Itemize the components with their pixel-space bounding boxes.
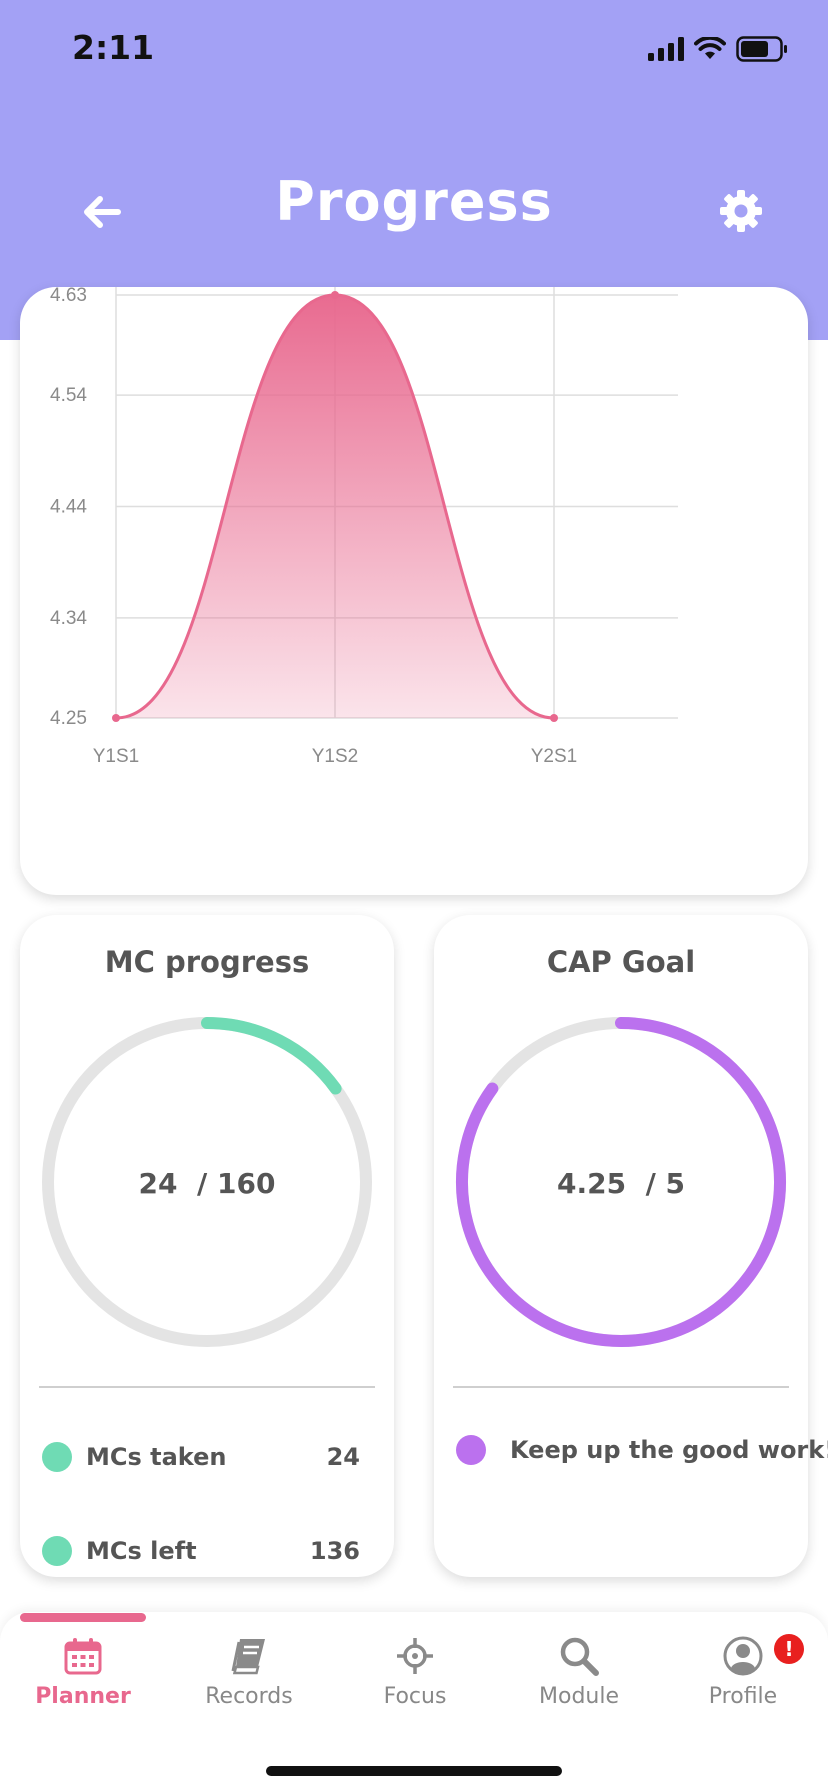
crosshair-icon <box>397 1638 433 1674</box>
legend-value: 136 <box>309 1537 360 1565</box>
cap-goal-card: CAP Goal 4.25 / 5 Keep up the good work! <box>434 915 828 1577</box>
status-bar: 2:11 <box>0 0 828 100</box>
calendar-icon <box>64 1638 102 1675</box>
tab-label: Module <box>539 1684 619 1709</box>
mc-taken-value: 24 <box>138 1167 178 1200</box>
mc-progress-arc <box>201 1017 342 1095</box>
back-button[interactable] <box>80 190 124 234</box>
settings-button[interactable] <box>718 188 764 234</box>
header-background <box>0 0 828 340</box>
mc-divider <box>39 1386 375 1388</box>
legend-row-mcs-left: MCs left 136 <box>42 1531 360 1571</box>
notification-badge: ! <box>774 1634 804 1664</box>
mc-total-value: / 160 <box>197 1167 276 1200</box>
cap-message: Keep up the good work! <box>510 1436 828 1464</box>
tab-records[interactable]: Records <box>166 1636 332 1726</box>
legend-label: MCs left <box>86 1537 197 1565</box>
status-icons <box>648 34 788 64</box>
tab-planner[interactable]: Planner <box>0 1636 166 1726</box>
y-tick-label: 4.25 <box>50 708 87 729</box>
chart-area-fill <box>116 295 554 718</box>
y-tick-label: 4.54 <box>50 385 87 406</box>
x-tick-label: Y1S1 <box>93 746 139 767</box>
mcs-left-dot <box>42 1536 72 1566</box>
cap-goal-title: CAP Goal <box>546 945 696 979</box>
arrow-left-icon <box>84 196 121 228</box>
legend-row-mcs-taken: MCs taken 24 <box>42 1437 360 1477</box>
tab-label: Focus <box>383 1684 447 1709</box>
cap-message-dot <box>456 1435 486 1465</box>
home-indicator <box>266 1766 562 1776</box>
cap-goal-value: 4.25 / 5 <box>434 1167 808 1200</box>
cap-goal-ring <box>456 1017 786 1347</box>
mc-progress-value: 24 / 160 <box>20 1167 394 1200</box>
x-tick-label: Y1S2 <box>312 746 358 767</box>
y-tick-label: 4.44 <box>50 497 87 518</box>
cap-goal-arc <box>456 1017 786 1347</box>
legend-label: MCs taken <box>86 1443 227 1471</box>
tab-label: Planner <box>35 1684 131 1709</box>
x-tick-label: Y2S1 <box>531 746 577 767</box>
y-tick-label: 4.63 <box>50 287 87 306</box>
mc-progress-card: MC progress 24 / 160 MCs taken 24 MCs le… <box>20 915 394 1577</box>
chart-data-point <box>331 291 339 299</box>
tab-profile[interactable]: Profile <box>660 1636 826 1726</box>
wifi-icon <box>694 37 726 59</box>
y-tick-label: 4.34 <box>50 608 87 629</box>
user-icon <box>723 1636 763 1676</box>
gear-icon <box>720 190 762 232</box>
battery-icon <box>736 36 787 62</box>
progress-chart: 4.25 4.34 4.44 4.54 4.63 Y1S1 Y1S2 Y2S1 <box>50 267 678 767</box>
page-title: Progress <box>275 170 553 233</box>
chart-data-point <box>550 714 558 722</box>
book-icon <box>231 1639 265 1675</box>
status-time: 2:11 <box>72 28 155 67</box>
cap-divider <box>453 1386 789 1388</box>
legend-value: 24 <box>326 1443 360 1471</box>
cap-goal-total: / 5 <box>645 1167 686 1200</box>
mc-progress-title: MC progress <box>104 945 310 979</box>
tab-label: Records <box>205 1684 293 1709</box>
search-icon <box>560 1637 599 1676</box>
tab-label: Profile <box>708 1684 778 1709</box>
signal-icon <box>648 37 684 61</box>
progress-chart-card: 4.25 4.34 4.44 4.54 4.63 Y1S1 Y1S2 Y2S1 <box>20 267 808 895</box>
mcs-taken-dot <box>42 1442 72 1472</box>
tab-focus[interactable]: Focus <box>332 1636 498 1726</box>
cap-message-row: Keep up the good work! <box>456 1430 828 1470</box>
mc-progress-ring <box>42 1017 372 1347</box>
cap-current-value: 4.25 <box>556 1167 627 1200</box>
tab-module[interactable]: Module <box>496 1636 662 1726</box>
chart-data-point <box>112 714 120 722</box>
active-tab-indicator <box>20 1613 146 1622</box>
